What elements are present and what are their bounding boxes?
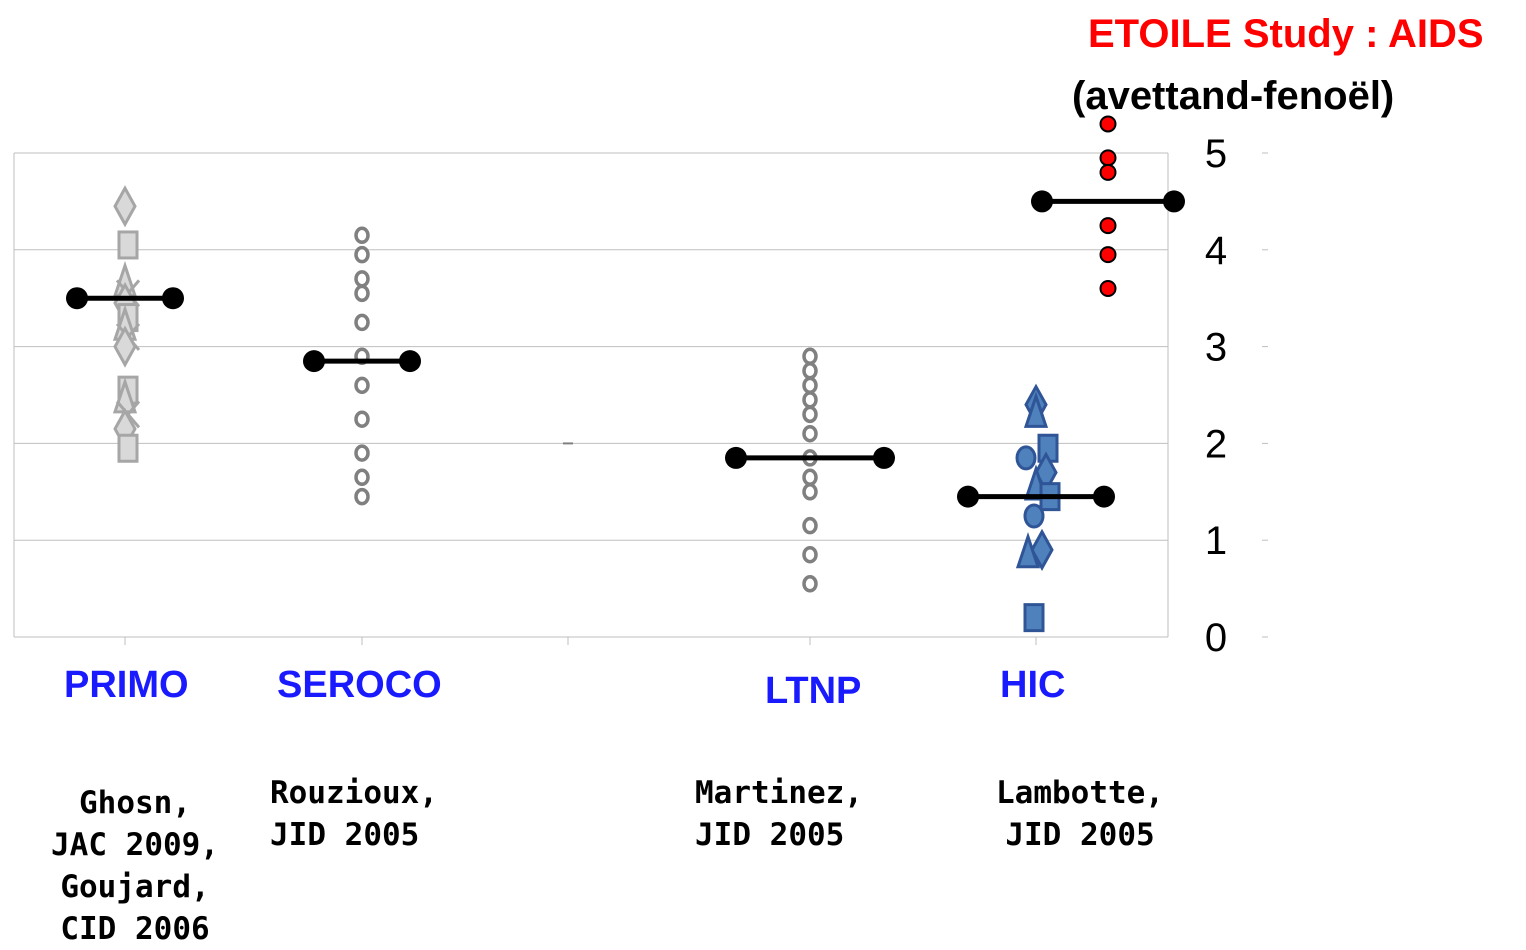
gridlines bbox=[13, 152, 1268, 645]
data-point bbox=[354, 226, 370, 245]
y-tick-label: 0 bbox=[1205, 616, 1227, 660]
median-endpoint bbox=[1031, 190, 1053, 213]
reference-seroco: Rouzioux, JID 2005 bbox=[270, 775, 438, 853]
data-point bbox=[354, 468, 370, 487]
group-label-ltnp: LTNP bbox=[765, 670, 862, 712]
data-point bbox=[354, 313, 370, 332]
data-point bbox=[117, 433, 139, 463]
data-point bbox=[354, 444, 370, 462]
data-point bbox=[1099, 149, 1117, 167]
data-point bbox=[1030, 528, 1054, 571]
data-point bbox=[802, 575, 818, 593]
data-markers bbox=[112, 115, 1117, 633]
data-point bbox=[1023, 503, 1045, 529]
group-label-hic: HIC bbox=[1000, 664, 1066, 706]
data-point bbox=[354, 410, 370, 428]
group-label-primo: PRIMO bbox=[64, 664, 189, 706]
median-lines bbox=[66, 190, 1185, 508]
median-endpoint bbox=[1163, 190, 1185, 213]
y-tick-label: 4 bbox=[1205, 229, 1227, 273]
data-point bbox=[1015, 445, 1037, 471]
data-point bbox=[802, 405, 818, 424]
data-point bbox=[354, 270, 370, 288]
data-point bbox=[113, 325, 137, 368]
median-endpoint bbox=[1093, 485, 1115, 508]
data-point bbox=[802, 545, 818, 564]
data-point bbox=[802, 391, 818, 409]
data-point bbox=[1099, 163, 1117, 181]
annotation-title: ETOILE Study : AIDS bbox=[1088, 12, 1484, 56]
data-point bbox=[802, 424, 818, 443]
median-endpoint bbox=[725, 446, 747, 469]
data-point bbox=[802, 483, 818, 501]
data-point bbox=[354, 487, 370, 506]
median-endpoint bbox=[957, 485, 979, 508]
data-point bbox=[802, 347, 818, 366]
y-axis-ticks: 0 1 2 3 4 5 bbox=[1205, 132, 1227, 660]
median-endpoint bbox=[66, 287, 88, 310]
data-point bbox=[1099, 217, 1117, 235]
data-point bbox=[1023, 603, 1045, 633]
median-endpoint bbox=[399, 350, 421, 373]
data-point bbox=[113, 185, 137, 228]
data-point bbox=[354, 376, 370, 395]
data-point bbox=[1099, 280, 1117, 298]
data-point bbox=[1099, 246, 1117, 264]
data-point bbox=[1015, 531, 1041, 569]
data-point bbox=[354, 245, 370, 264]
data-point bbox=[802, 516, 818, 535]
reference-primo: Ghosn, JAC 2009, Goujard, CID 2006 bbox=[51, 785, 219, 947]
data-point bbox=[1099, 115, 1117, 133]
median-endpoint bbox=[873, 446, 895, 469]
median-endpoint bbox=[162, 287, 184, 310]
reference-hic: Lambotte, JID 2005 bbox=[996, 775, 1164, 853]
y-tick-label: 2 bbox=[1205, 422, 1227, 466]
reference-ltnp: Martinez, JID 2005 bbox=[695, 775, 863, 853]
data-point bbox=[802, 468, 818, 487]
y-tick-label: 5 bbox=[1205, 132, 1227, 176]
data-point bbox=[802, 362, 818, 380]
y-tick-label: 3 bbox=[1205, 326, 1227, 370]
data-point bbox=[354, 284, 370, 303]
median-endpoint bbox=[303, 350, 325, 373]
data-point bbox=[1023, 391, 1049, 428]
data-point bbox=[802, 376, 818, 395]
annotation-subtitle: (avettand-fenoël) bbox=[1072, 74, 1395, 118]
data-point bbox=[117, 230, 139, 260]
y-tick-label: 1 bbox=[1205, 519, 1227, 563]
group-label-seroco: SEROCO bbox=[277, 664, 442, 706]
